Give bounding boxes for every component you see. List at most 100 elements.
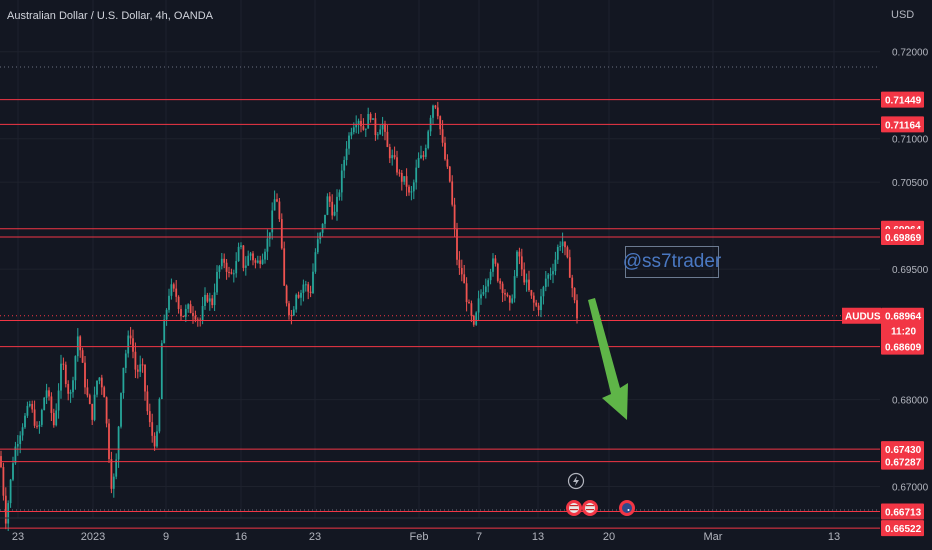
candle-up bbox=[549, 274, 552, 276]
candle-down bbox=[331, 201, 334, 216]
candle-down bbox=[132, 338, 134, 352]
candle-down bbox=[458, 259, 461, 269]
candle-up bbox=[187, 304, 190, 309]
candle-down bbox=[369, 113, 372, 120]
candle-up bbox=[268, 232, 271, 239]
candle-down bbox=[84, 362, 86, 388]
candle-down bbox=[463, 274, 466, 284]
candle-up bbox=[372, 118, 374, 120]
time-tick: 2023 bbox=[81, 531, 105, 543]
level-tag-text: 0.69869 bbox=[885, 233, 922, 244]
candle-up bbox=[350, 132, 353, 136]
candle-up bbox=[336, 196, 338, 212]
price-axis[interactable]: 0.72000 0.71000 0.70500 0.69500 0.68000 0.670… bbox=[842, 48, 929, 537]
price-tick: 0.67000 bbox=[892, 483, 929, 494]
level-tag-text: 0.67430 bbox=[885, 445, 922, 456]
candle-up bbox=[412, 182, 415, 192]
candle-down bbox=[360, 120, 362, 127]
candle-down bbox=[144, 364, 146, 392]
candle-down bbox=[460, 268, 463, 275]
candle-up bbox=[302, 284, 305, 293]
candle-up bbox=[163, 319, 166, 344]
candle-down bbox=[88, 395, 91, 404]
candle-up bbox=[333, 211, 336, 216]
candle-down bbox=[136, 369, 139, 372]
candle-down bbox=[456, 229, 458, 260]
symbol-tag bbox=[842, 307, 881, 324]
candle-down bbox=[508, 295, 511, 303]
price-tick: 0.69500 bbox=[892, 265, 929, 276]
candle-up bbox=[24, 415, 26, 428]
candle-down bbox=[309, 291, 312, 293]
candle-up bbox=[156, 431, 158, 447]
candle-down bbox=[228, 271, 230, 273]
candle-up bbox=[559, 246, 562, 248]
candle-up bbox=[93, 394, 96, 420]
candle-down bbox=[530, 290, 533, 296]
candle-up bbox=[484, 286, 487, 293]
watermark-text: @ss7trader bbox=[623, 246, 721, 278]
candle-down bbox=[535, 302, 538, 306]
candle-up bbox=[271, 210, 274, 233]
candle-up bbox=[204, 294, 206, 306]
candle-down bbox=[108, 423, 110, 460]
candle-down bbox=[254, 260, 257, 263]
candle-down bbox=[518, 251, 521, 257]
candle-down bbox=[285, 285, 288, 304]
candle-down bbox=[523, 269, 526, 283]
candle-up bbox=[343, 160, 346, 171]
candle-down bbox=[384, 123, 386, 132]
candle-up bbox=[420, 155, 422, 159]
candle-up bbox=[170, 284, 173, 296]
candle-up bbox=[410, 191, 413, 193]
candle-up bbox=[266, 238, 269, 252]
candle-up bbox=[487, 280, 490, 287]
candle-up bbox=[69, 392, 72, 394]
candle-down bbox=[134, 351, 137, 370]
candle-up bbox=[556, 246, 559, 260]
time-axis[interactable]: 23 2023 9 16 23 Feb 7 13 20 Mar 13 bbox=[0, 517, 880, 543]
candle-down bbox=[448, 166, 451, 182]
candle-up bbox=[57, 390, 60, 411]
candle-down bbox=[91, 403, 94, 420]
candle-up bbox=[340, 170, 343, 193]
price-tick: 0.68000 bbox=[892, 396, 929, 407]
candle-down bbox=[4, 495, 7, 524]
candle-up bbox=[45, 390, 48, 398]
candle-up bbox=[256, 260, 259, 263]
candle-up bbox=[14, 446, 17, 464]
economic-events[interactable] bbox=[566, 472, 635, 517]
candle-down bbox=[223, 258, 226, 263]
candle-up bbox=[542, 287, 545, 297]
candle-down bbox=[573, 288, 576, 301]
flag-inner bbox=[622, 503, 632, 513]
candle-up bbox=[240, 245, 242, 247]
flag-star bbox=[627, 509, 630, 511]
candle-up bbox=[292, 309, 295, 316]
candle-up bbox=[475, 312, 478, 325]
candle-down bbox=[146, 391, 149, 412]
candle-down bbox=[36, 425, 38, 427]
lightning-glyph bbox=[573, 476, 579, 486]
candle-down bbox=[307, 284, 310, 292]
candle-up bbox=[9, 479, 12, 504]
candle-down bbox=[446, 159, 449, 167]
candle-up bbox=[28, 403, 31, 406]
level-tag-text: 0.68609 bbox=[885, 343, 922, 354]
candle-down bbox=[230, 272, 233, 274]
candle-down bbox=[388, 146, 391, 159]
candle-up bbox=[326, 196, 329, 215]
candle-up bbox=[55, 410, 58, 426]
candle-down bbox=[252, 253, 254, 261]
candle-up bbox=[554, 259, 557, 272]
candle-down bbox=[494, 258, 497, 264]
time-tick: 16 bbox=[235, 531, 247, 543]
candle-up bbox=[40, 410, 43, 425]
dotted-lines bbox=[0, 66, 880, 511]
current-price-text: 0.68964 bbox=[885, 312, 922, 323]
candle-down bbox=[528, 279, 530, 291]
candle-up bbox=[201, 305, 204, 321]
candle-down bbox=[141, 364, 144, 366]
candle-down bbox=[444, 142, 446, 160]
